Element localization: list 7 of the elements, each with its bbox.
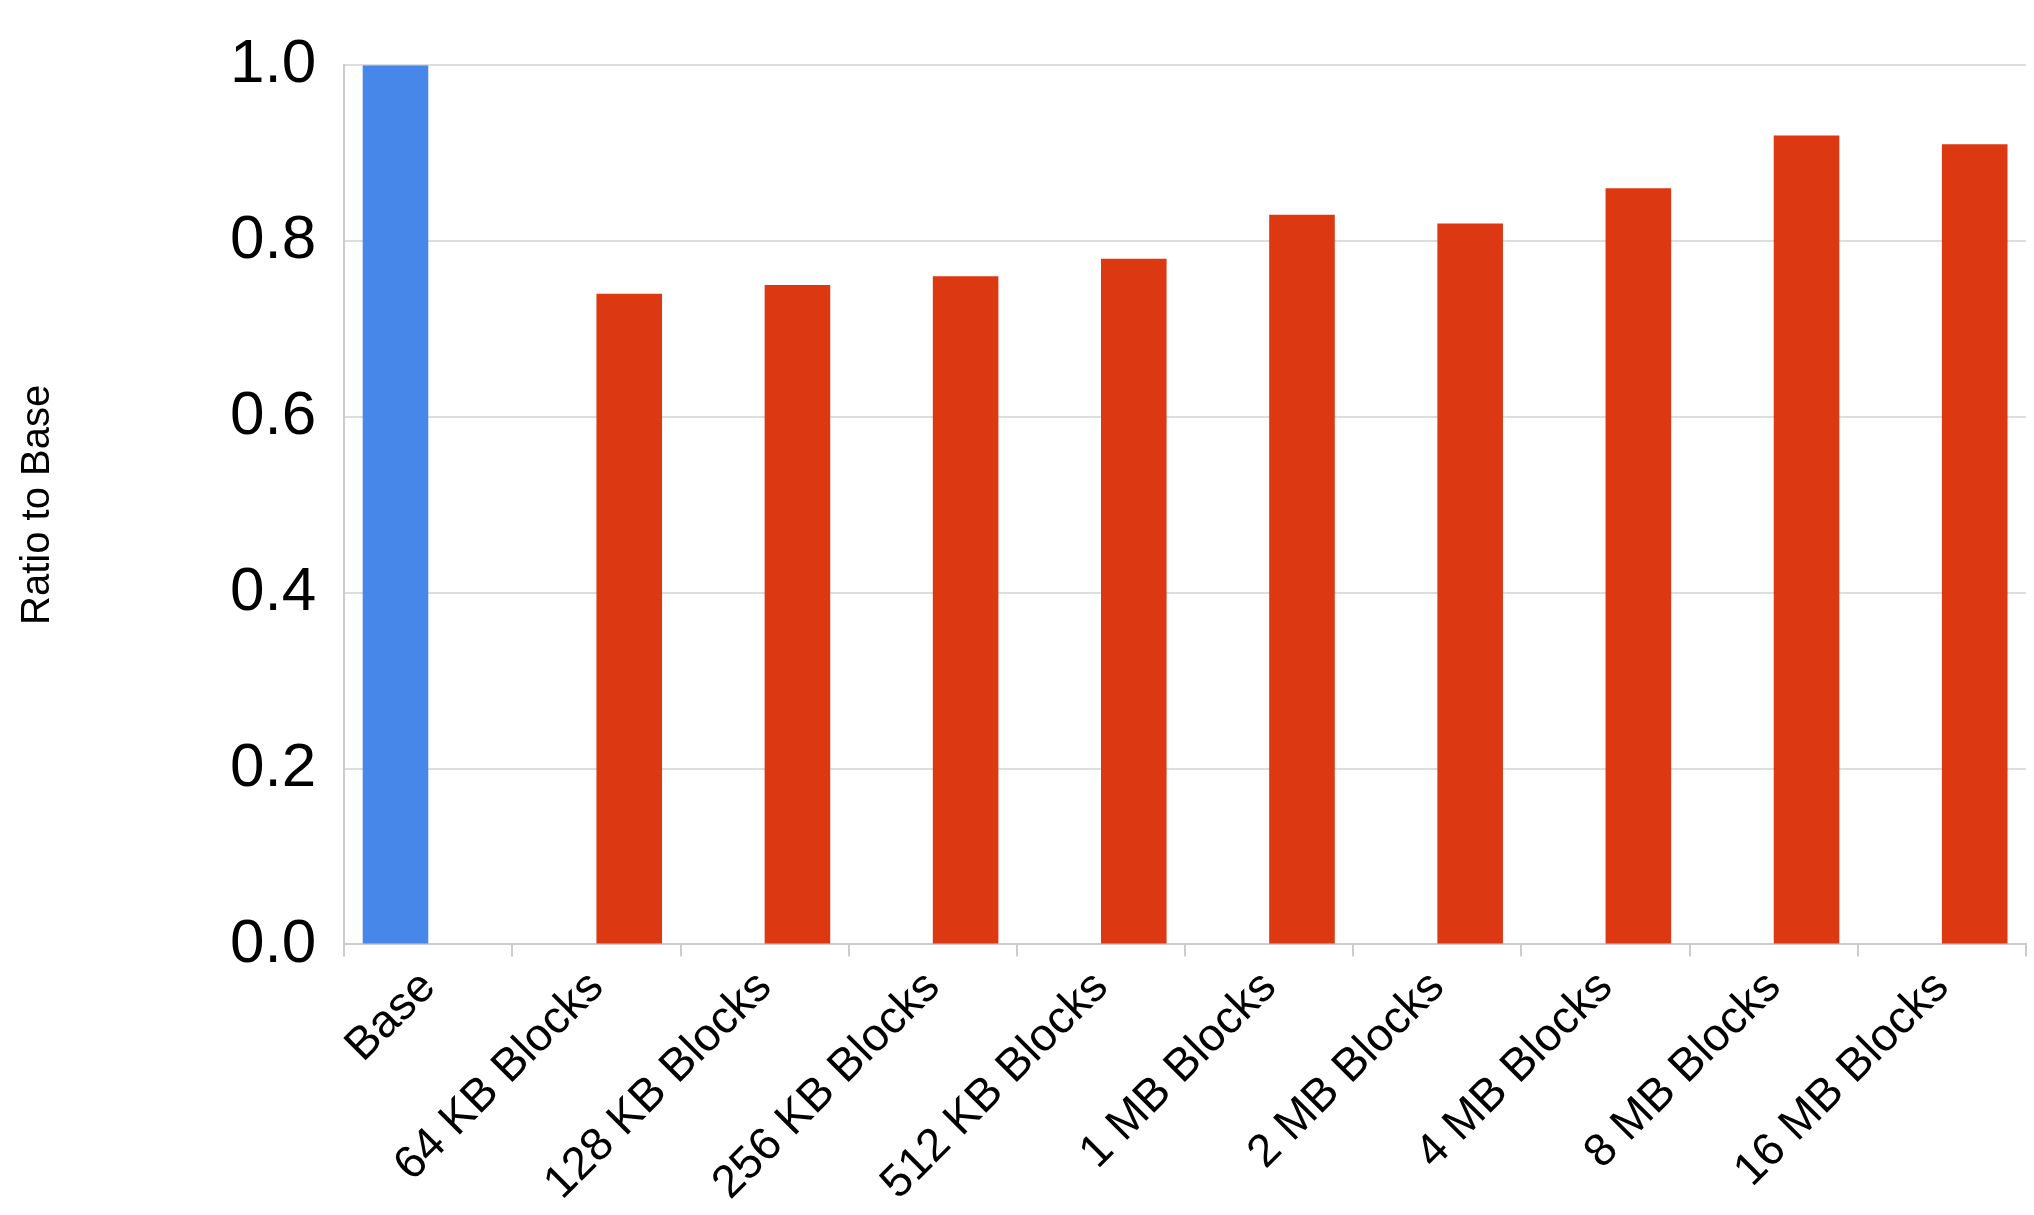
y-tick-label: 0.2 [229, 729, 317, 799]
y-tick-label: 0.4 [229, 553, 317, 623]
y-axis-title: Ratio to Base [13, 384, 58, 625]
y-tick-label: 0.8 [229, 202, 317, 272]
y-tick-label: 1.0 [229, 26, 317, 96]
y-tick-label: 0.0 [229, 905, 317, 975]
y-tick-label: 0.6 [229, 377, 317, 447]
